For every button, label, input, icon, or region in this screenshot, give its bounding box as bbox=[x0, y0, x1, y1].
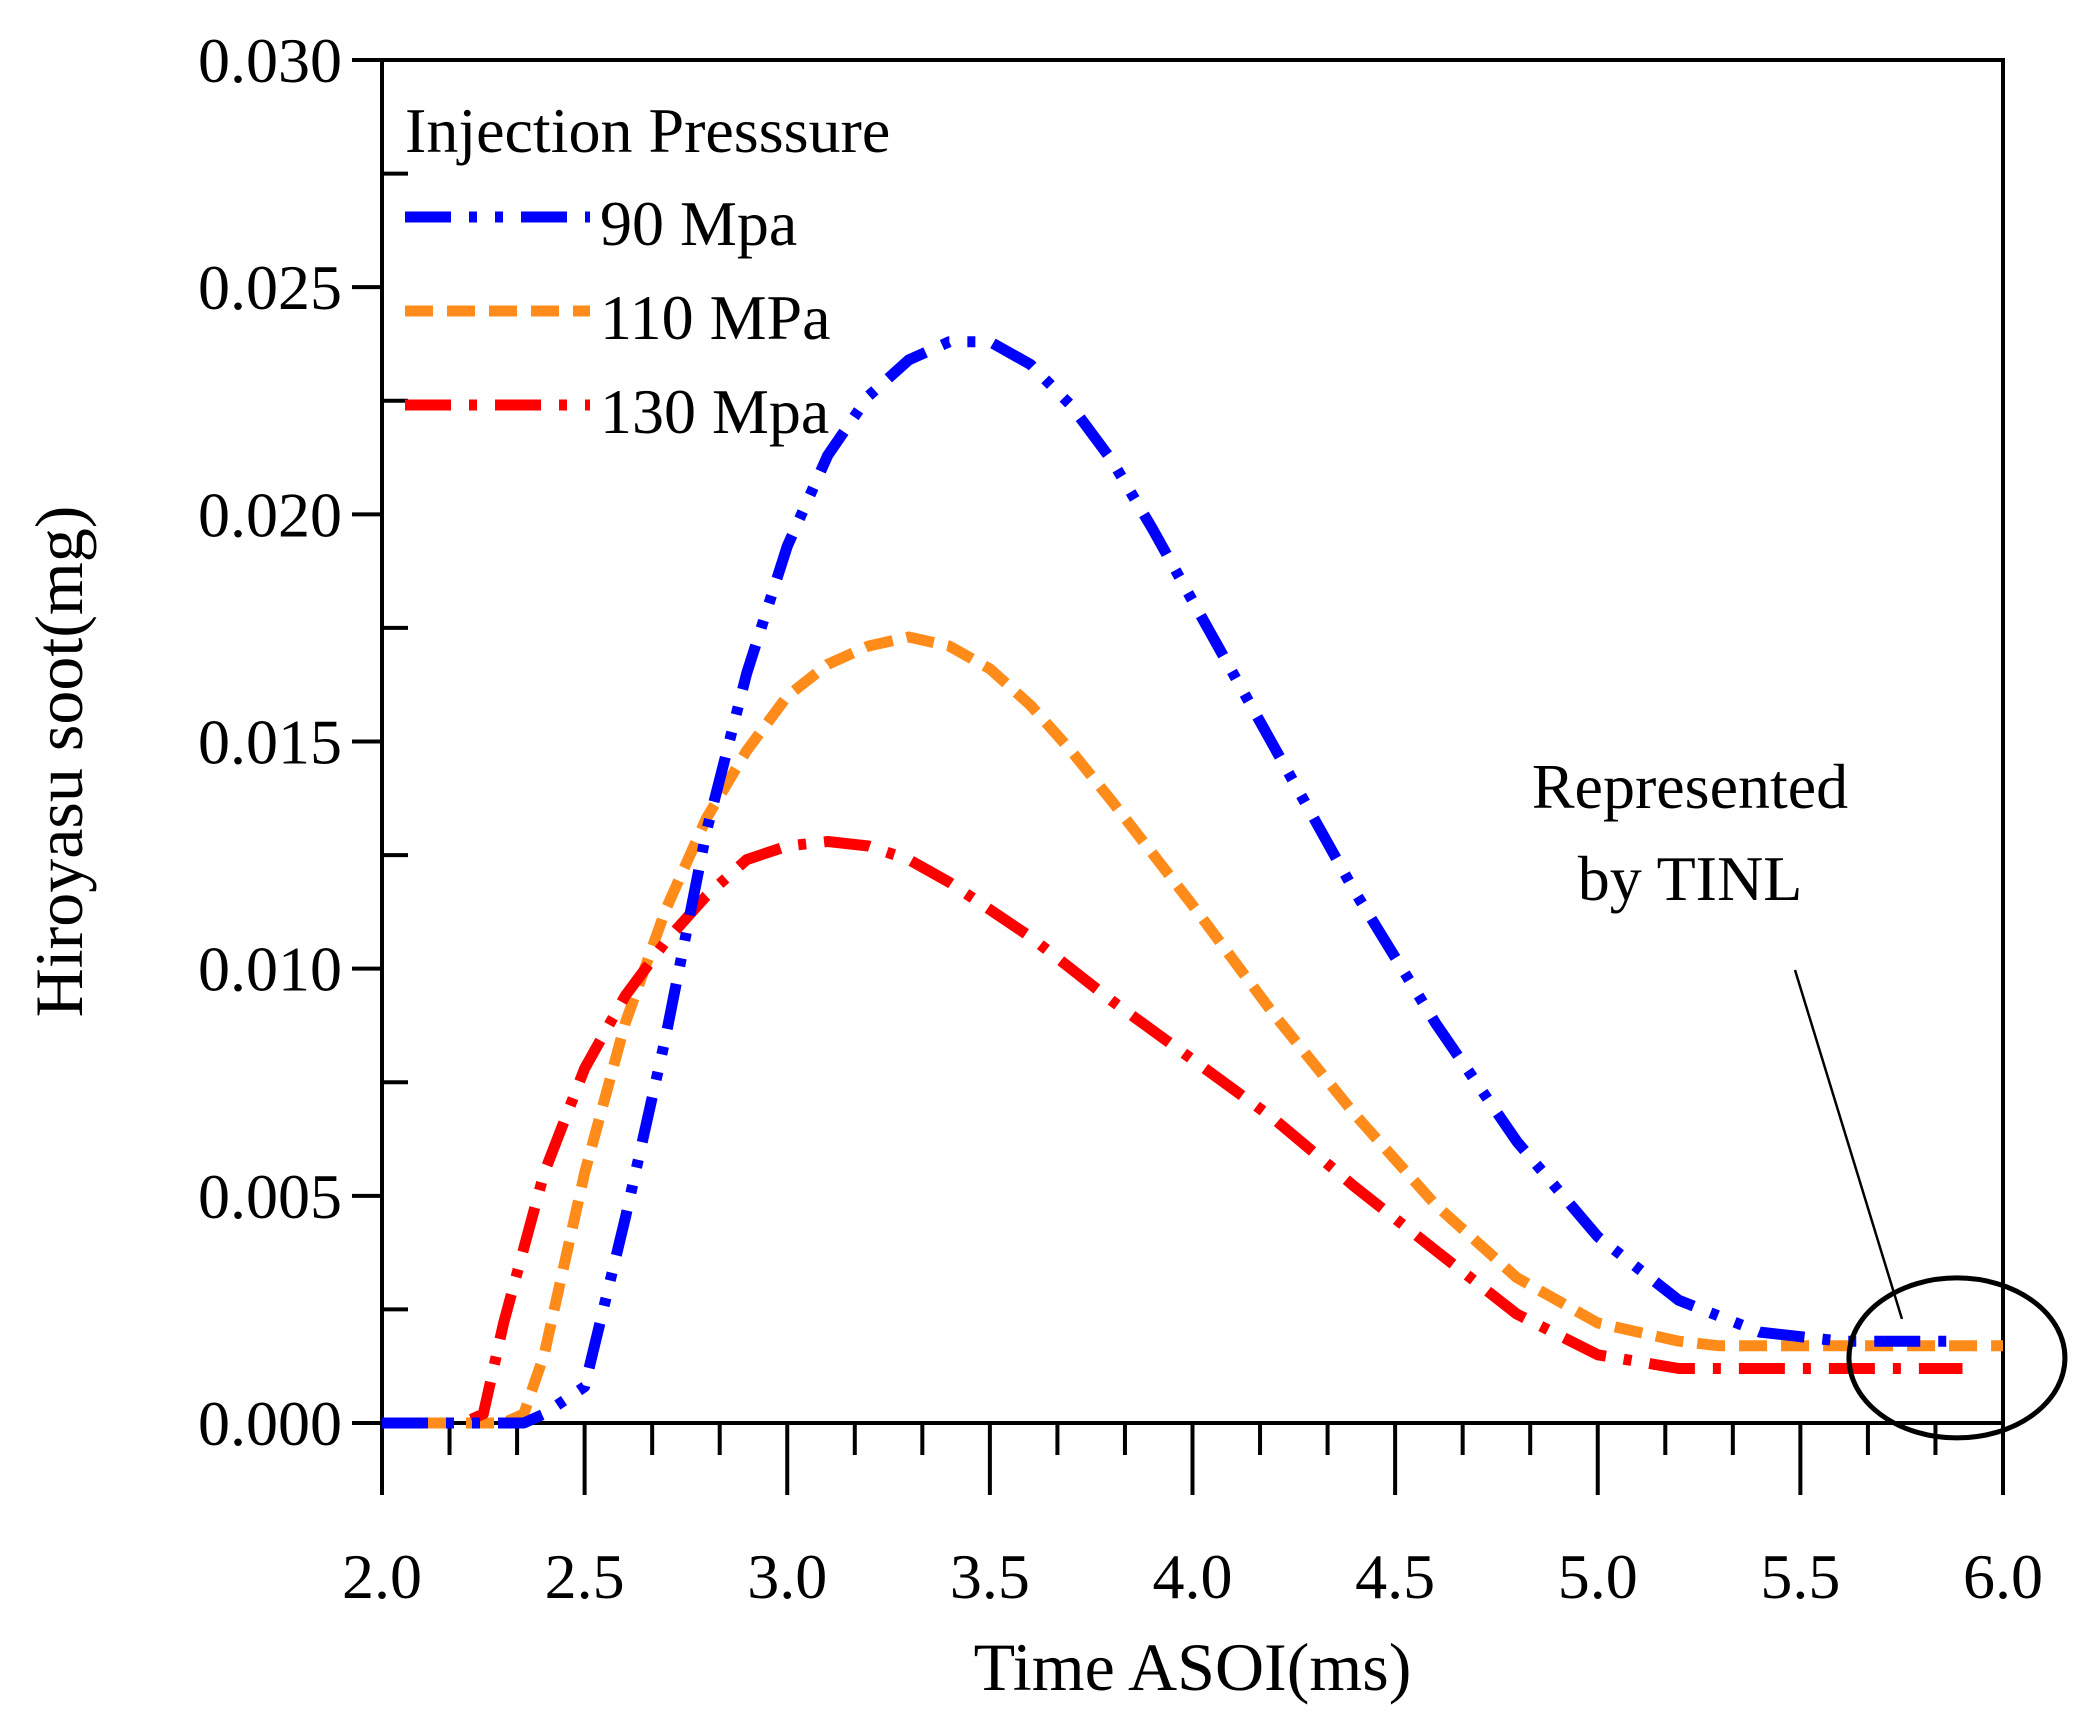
y-axis-title: Hiroyasu soot(mg) bbox=[21, 506, 97, 1018]
annotation-circle bbox=[1846, 1275, 2068, 1441]
x-tick-label: 3.5 bbox=[950, 1541, 1030, 1612]
legend-label: 130 Mpa bbox=[600, 376, 829, 447]
annotation-text: by TINL bbox=[1578, 843, 1803, 914]
y-tick-label: 0.015 bbox=[198, 707, 342, 778]
y-tick-label: 0.020 bbox=[198, 479, 342, 550]
annotation: Represented by TINL bbox=[1532, 751, 2068, 1441]
x-tick-label: 3.0 bbox=[747, 1541, 827, 1612]
legend-label: 90 Mpa bbox=[600, 188, 797, 259]
series-line-90-mpa bbox=[382, 336, 1963, 1429]
legend-title: Injection Presssure bbox=[405, 95, 890, 166]
x-tick-label: 6.0 bbox=[1963, 1541, 2043, 1612]
y-tick-label: 0.030 bbox=[198, 25, 342, 96]
x-tick-label: 4.0 bbox=[1153, 1541, 1233, 1612]
x-tick-label: 5.5 bbox=[1760, 1541, 1840, 1612]
legend: Injection Presssure 90 Mpa 110 MPa 130 Mpa bbox=[405, 95, 890, 447]
y-tick-label: 0.005 bbox=[198, 1161, 342, 1232]
x-tick-label: 5.0 bbox=[1558, 1541, 1638, 1612]
annotation-text: Represented bbox=[1532, 751, 1848, 822]
y-tick-label: 0.000 bbox=[198, 1388, 342, 1459]
x-axis-title: Time ASOI(ms) bbox=[974, 1629, 1412, 1705]
y-tick-label: 0.025 bbox=[198, 252, 342, 323]
annotation-pointer bbox=[1793, 969, 1904, 1320]
series-layer bbox=[382, 336, 2003, 1429]
x-tick-label: 4.5 bbox=[1355, 1541, 1435, 1612]
axes: 0.000 0.005 0.010 0.015 0.020 0.025 0.030 2.0 2.… bbox=[21, 25, 2043, 1705]
x-tick-label: 2.5 bbox=[545, 1541, 625, 1612]
legend-label: 110 MPa bbox=[600, 282, 831, 353]
series-line-130-mpa bbox=[382, 836, 1963, 1429]
x-tick-label: 2.0 bbox=[342, 1541, 422, 1612]
series-line-110-mpa bbox=[382, 631, 2003, 1429]
y-tick-label: 0.010 bbox=[198, 934, 342, 1005]
